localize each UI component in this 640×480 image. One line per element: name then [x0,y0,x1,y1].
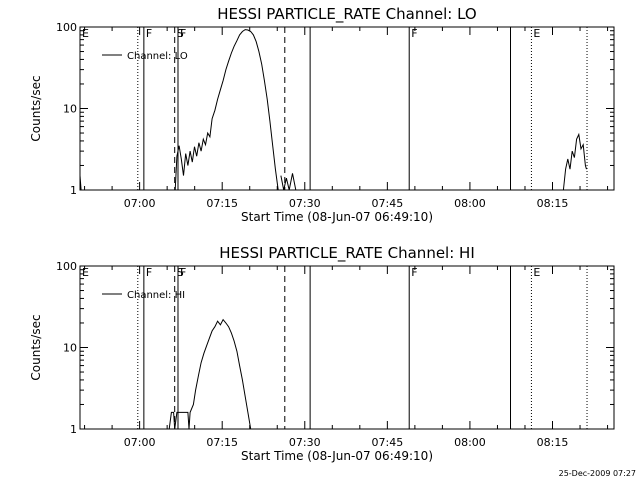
y-tick-label: 100 [56,21,77,34]
y-tick-label: 100 [56,260,77,273]
x-axis-label: Start Time (08-Jun-07 06:49:10) [241,449,433,463]
event-marker-label: E [533,27,540,40]
x-tick-label: 07:45 [372,436,404,449]
x-tick-label: 07:45 [372,197,404,210]
event-marker-label: F [180,266,186,279]
chart-title: HESSI PARTICLE_RATE Channel: LO [217,5,476,24]
x-tick-label: 08:15 [537,197,569,210]
event-marker-label: S [177,266,184,279]
generation-timestamp: 25-Dec-2009 07:27 [559,469,636,478]
legend-label: Channel: HI [127,290,185,301]
x-tick-label: 07:00 [124,197,156,210]
event-marker-label: F [411,266,417,279]
series-line-channel-lo [280,173,297,191]
chart-panel-lo: HESSI PARTICLE_RATE Channel: LOE F SF F ECha… [29,5,615,224]
event-marker-label: E [82,27,89,40]
x-tick-label: 07:15 [206,436,238,449]
x-axis-label: Start Time (08-Jun-07 06:49:10) [241,210,433,224]
x-tick-label: 08:15 [537,436,569,449]
x-tick-label: 08:00 [454,197,486,210]
event-marker-label: F [146,266,152,279]
event-marker-label: E [82,266,89,279]
x-tick-label: 08:00 [454,436,486,449]
x-tick-label: 07:30 [289,197,321,210]
x-tick-label: 07:15 [206,197,238,210]
event-marker-label: E [533,266,540,279]
series-line-channel-lo [562,132,587,191]
event-marker-label: F [180,27,186,40]
event-marker-label: S [177,27,184,40]
y-axis-label: Counts/sec [29,314,43,380]
y-tick-label: 10 [63,103,77,116]
y-tick-label: 1 [70,184,77,197]
y-tick-label: 10 [63,342,77,355]
series-line-channel-lo [174,29,279,191]
series-line-channel-hi [168,318,252,430]
x-tick-label: 07:30 [289,436,321,449]
y-axis-label: Counts/sec [29,75,43,141]
y-tick-label: 1 [70,423,77,436]
legend-label: Channel: LO [127,51,188,62]
event-marker-label: F [411,27,417,40]
event-marker-label: F [146,27,152,40]
x-tick-label: 07:00 [124,436,156,449]
chart-title: HESSI PARTICLE_RATE Channel: HI [219,244,475,263]
chart-panel-hi: HESSI PARTICLE_RATE Channel: HIE F SF F ECha… [29,244,615,463]
